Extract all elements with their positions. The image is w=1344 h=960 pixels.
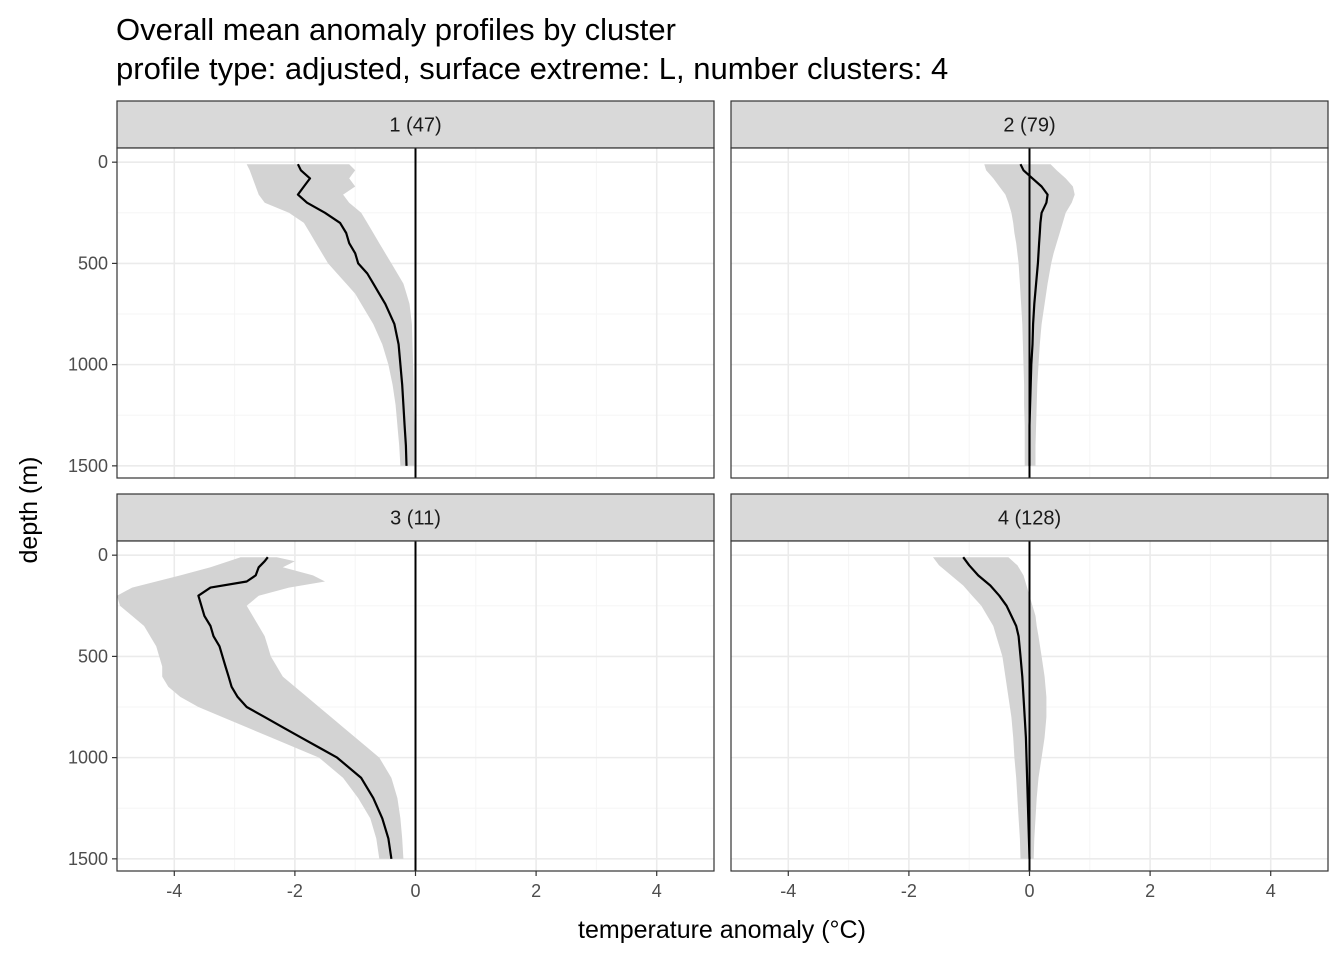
chart-title: Overall mean anomaly profiles by cluster [116, 12, 676, 47]
x-tick-label: -4 [166, 881, 182, 901]
facet-strip [116, 100, 715, 149]
y-axis-title: depth (m) [15, 457, 43, 564]
facet-strip [116, 493, 715, 542]
mean-profile-line [962, 556, 1031, 859]
x-tick-label: -2 [287, 881, 303, 901]
facet-panel-1: 1 (47) 0 500 1000 1500 [68, 100, 715, 479]
y-tick-label: 1500 [68, 849, 108, 869]
x-axis-title: temperature anomaly (°C) [578, 916, 866, 944]
y-tick-label: 500 [78, 253, 108, 273]
chart-subtitle: profile type: adjusted, surface extreme:… [116, 51, 948, 86]
x-tick-label: -2 [901, 881, 917, 901]
facet-panel-3: 3 (11) 0 500 1000 1500 -4 -2 0 2 4 [68, 493, 715, 901]
panel-border [730, 147, 1329, 479]
facet-strip-label: 1 (47) [389, 115, 441, 137]
facet-strip [730, 100, 1329, 149]
x-tick-label: -4 [780, 881, 796, 901]
y-tick-label: 1000 [68, 748, 108, 768]
y-tick-label: 0 [98, 545, 108, 565]
y-tick-label: 0 [98, 152, 108, 172]
facet-strip-label: 2 (79) [1003, 115, 1055, 137]
mean-profile-line [1019, 163, 1049, 466]
x-tick-label: 0 [1024, 881, 1034, 901]
panel-border [116, 147, 715, 479]
x-tick-label: 0 [410, 881, 420, 901]
y-tick-label: 500 [78, 646, 108, 666]
facet-strip [730, 493, 1329, 542]
uncertainty-ribbon [117, 557, 404, 859]
facet-panels: 1 (47) 0 500 1000 1500 2 (79) 3 (11) 0 500 1000 15… [68, 100, 1329, 901]
x-tick-label: 4 [652, 881, 662, 901]
facet-panel-4: 4 (128) -4 -2 0 2 4 [730, 493, 1329, 901]
x-tick-label: 4 [1266, 881, 1276, 901]
x-tick-label: 2 [531, 881, 541, 901]
x-tick-label: 2 [1145, 881, 1155, 901]
facet-strip-label: 3 (11) [390, 508, 441, 530]
facet-panel-2: 2 (79) [730, 100, 1329, 479]
y-tick-label: 1000 [68, 355, 108, 375]
facet-strip-label: 4 (128) [998, 508, 1061, 530]
mean-profile-line [197, 556, 393, 860]
mean-profile-line [296, 163, 408, 466]
uncertainty-ribbon [246, 164, 415, 466]
y-tick-label: 1500 [68, 456, 108, 476]
